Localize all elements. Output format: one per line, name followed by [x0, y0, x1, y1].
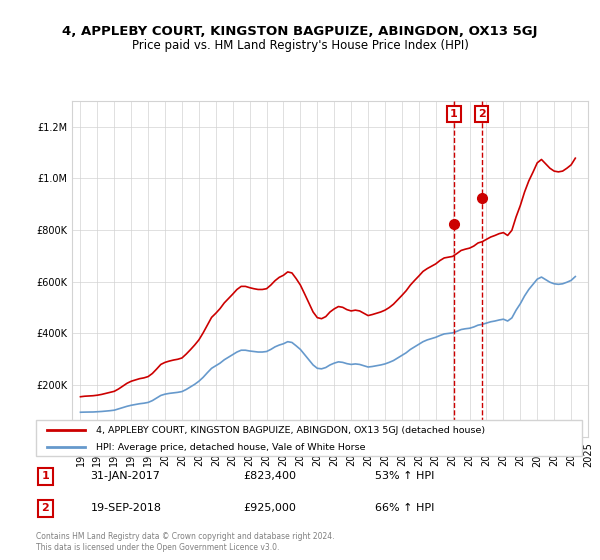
Text: £925,000: £925,000 [244, 503, 296, 514]
Text: 2: 2 [41, 503, 49, 514]
Text: 19-SEP-2018: 19-SEP-2018 [91, 503, 161, 514]
Text: 4, APPLEBY COURT, KINGSTON BAGPUIZE, ABINGDON, OX13 5GJ: 4, APPLEBY COURT, KINGSTON BAGPUIZE, ABI… [62, 25, 538, 38]
Text: 2: 2 [478, 109, 485, 119]
Text: £823,400: £823,400 [244, 471, 296, 481]
Text: Contains HM Land Registry data © Crown copyright and database right 2024.
This d: Contains HM Land Registry data © Crown c… [36, 532, 335, 552]
Text: 31-JAN-2017: 31-JAN-2017 [91, 471, 160, 481]
Text: 4, APPLEBY COURT, KINGSTON BAGPUIZE, ABINGDON, OX13 5GJ (detached house): 4, APPLEBY COURT, KINGSTON BAGPUIZE, ABI… [96, 426, 485, 435]
Text: HPI: Average price, detached house, Vale of White Horse: HPI: Average price, detached house, Vale… [96, 443, 365, 452]
Text: 1: 1 [450, 109, 458, 119]
Text: Price paid vs. HM Land Registry's House Price Index (HPI): Price paid vs. HM Land Registry's House … [131, 39, 469, 52]
Text: 66% ↑ HPI: 66% ↑ HPI [374, 503, 434, 514]
Text: 1: 1 [41, 471, 49, 481]
FancyBboxPatch shape [36, 420, 582, 456]
Text: 53% ↑ HPI: 53% ↑ HPI [374, 471, 434, 481]
